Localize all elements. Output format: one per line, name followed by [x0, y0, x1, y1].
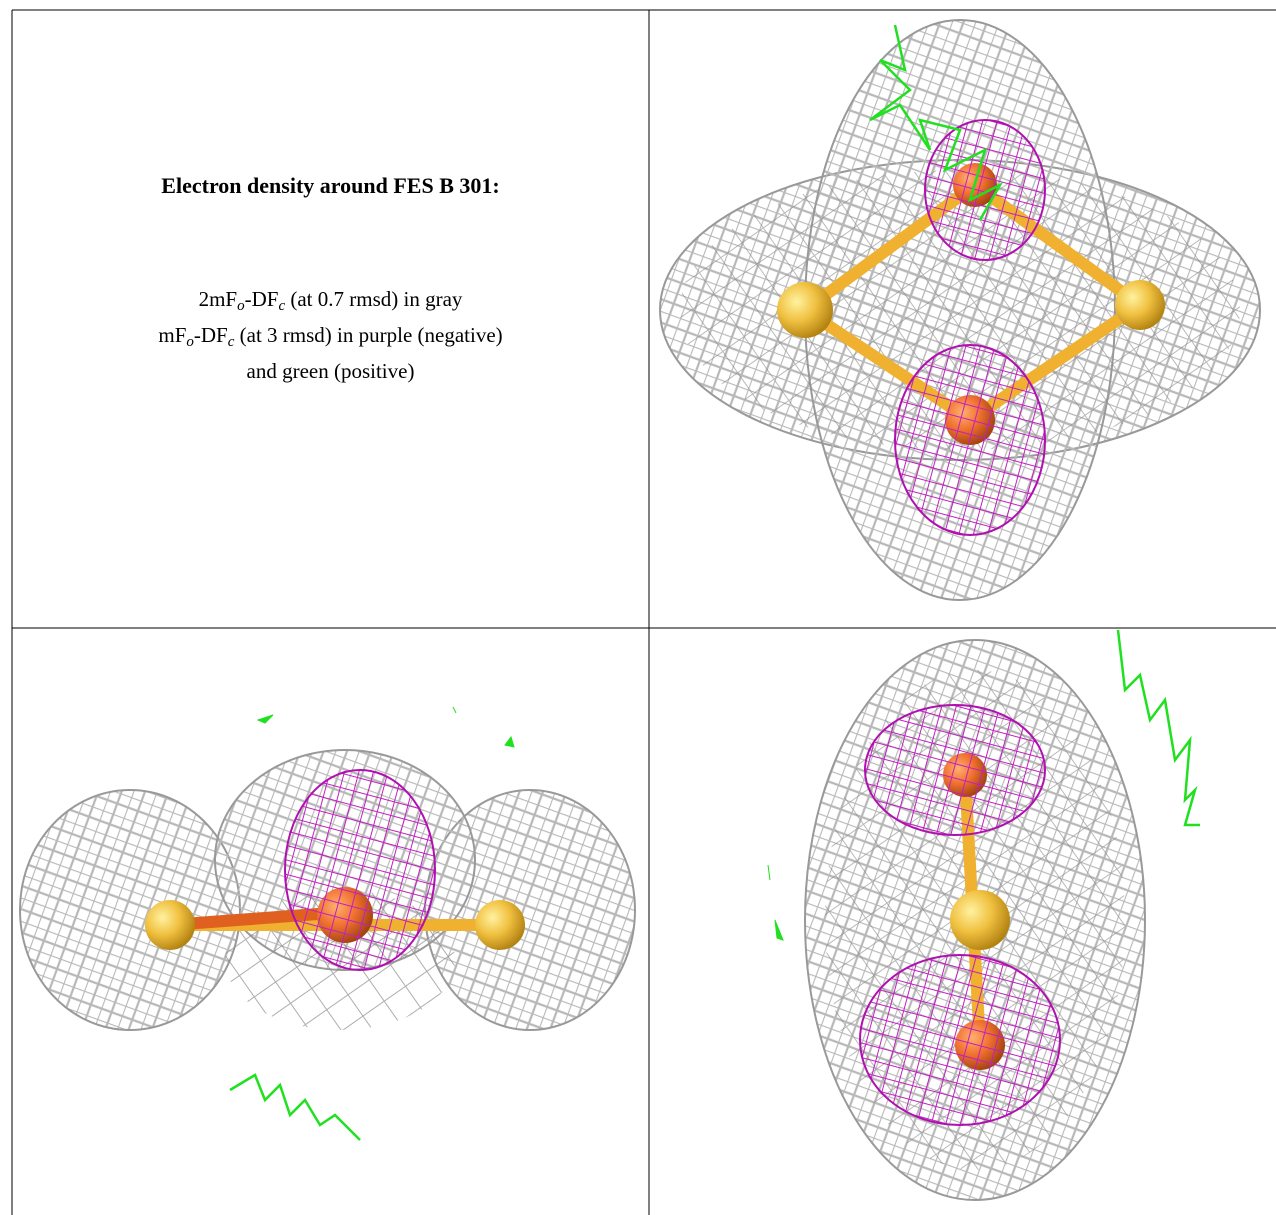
caption-line: mFo-DFc (at 3 rmsd) in purple (negative): [12, 321, 649, 357]
text: -DF: [244, 287, 279, 311]
text: and green (positive): [246, 359, 415, 383]
text: mF: [158, 323, 187, 347]
text: (at 3 rmsd) in purple (negative): [234, 323, 503, 347]
subscript: o: [237, 298, 245, 314]
caption-line: and green (positive): [12, 357, 649, 386]
subscript: c: [227, 334, 235, 350]
density-view-side: [19, 706, 636, 1141]
text: -DF: [193, 323, 228, 347]
density-view-top: [659, 19, 1261, 601]
subscript: o: [186, 334, 194, 350]
table-borders: [11, 9, 1276, 1215]
caption-line: 2mFo-DFc (at 0.7 rmsd) in gray: [12, 285, 649, 321]
caption-title: Electron density around FES B 301:: [161, 173, 500, 198]
caption-lines: 2mFo-DFc (at 0.7 rmsd) in gray mFo-DFc (…: [12, 285, 649, 386]
subscript: c: [278, 298, 286, 314]
text: (at 0.7 rmsd) in gray: [285, 287, 463, 311]
density-view-end: [767, 629, 1200, 1201]
text: 2mF: [198, 287, 238, 311]
caption-cell: Electron density around FES B 301: 2mFo-…: [12, 10, 649, 628]
